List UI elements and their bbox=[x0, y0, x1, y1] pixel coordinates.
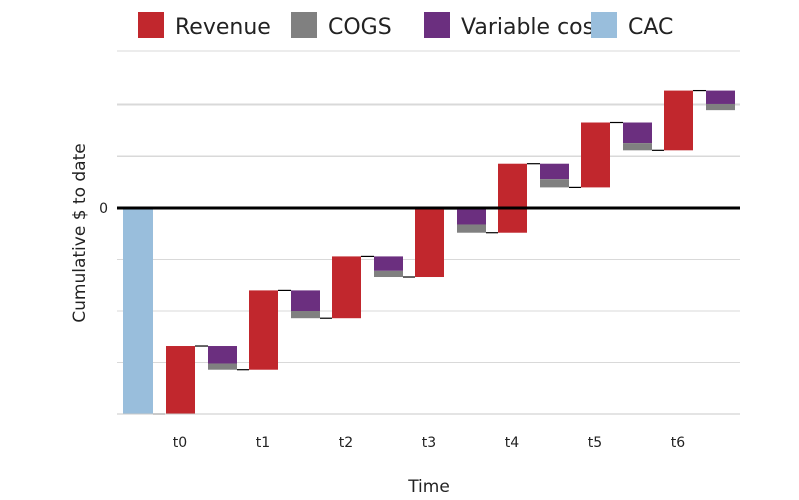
legend-label-revenue: Revenue bbox=[175, 15, 271, 40]
bar-revenue-t3 bbox=[415, 209, 444, 278]
x-axis-title: Time bbox=[407, 477, 450, 497]
x-tick-label-t5: t5 bbox=[588, 435, 602, 451]
legend-swatch-variable-costs bbox=[424, 12, 450, 38]
legend-label-variable-costs: Variable costs bbox=[461, 15, 614, 40]
bar-revenue-t0 bbox=[166, 346, 195, 414]
legend-swatch-cogs bbox=[291, 12, 317, 38]
bar-cogs-t0 bbox=[208, 363, 237, 370]
legend-swatch-cac bbox=[591, 12, 617, 38]
bar-variable-costs-t4 bbox=[540, 163, 569, 180]
legend: Revenue COGS Variable costs CAC bbox=[138, 12, 673, 40]
bar-variable-costs-t0 bbox=[208, 346, 237, 364]
legend-label-cogs: COGS bbox=[328, 15, 392, 40]
bar-variable-costs-t3 bbox=[457, 209, 486, 225]
bar-cogs-t1 bbox=[291, 311, 320, 319]
bar-cogs-t2 bbox=[374, 270, 403, 278]
bar-revenue-t5 bbox=[581, 122, 610, 188]
legend-label-cac: CAC bbox=[628, 15, 673, 40]
bar-cogs-t3 bbox=[457, 224, 486, 233]
bar-variable-costs-t1 bbox=[291, 290, 320, 311]
bar-variable-costs-t2 bbox=[374, 256, 403, 271]
x-tick-label-t6: t6 bbox=[671, 435, 685, 451]
y-tick-label: 0 bbox=[99, 201, 108, 217]
bar-revenue-t2 bbox=[332, 256, 361, 319]
axes: 0 t0 t1 t2 t3 t4 t5 t6 bbox=[99, 201, 740, 451]
bar-cogs-t5 bbox=[623, 143, 652, 151]
x-tick-label-t3: t3 bbox=[422, 435, 436, 451]
bar-revenue-t4 bbox=[498, 163, 527, 233]
legend-swatch-revenue bbox=[138, 12, 164, 38]
bar-variable-costs-t5 bbox=[623, 122, 652, 144]
bar-revenue-t6 bbox=[664, 90, 693, 151]
x-tick-label-t0: t0 bbox=[173, 435, 187, 451]
bar-cac bbox=[123, 208, 153, 414]
bar-revenue-t1 bbox=[249, 290, 278, 370]
y-axis-title: Cumulative $ to date bbox=[70, 143, 90, 322]
x-tick-label-t2: t2 bbox=[339, 435, 353, 451]
bars bbox=[123, 90, 735, 414]
bar-cogs-t6 bbox=[706, 103, 735, 111]
x-tick-label-t1: t1 bbox=[256, 435, 270, 451]
bar-variable-costs-t6 bbox=[706, 90, 735, 104]
x-tick-label-t4: t4 bbox=[505, 435, 519, 451]
bar-cogs-t4 bbox=[540, 179, 569, 188]
